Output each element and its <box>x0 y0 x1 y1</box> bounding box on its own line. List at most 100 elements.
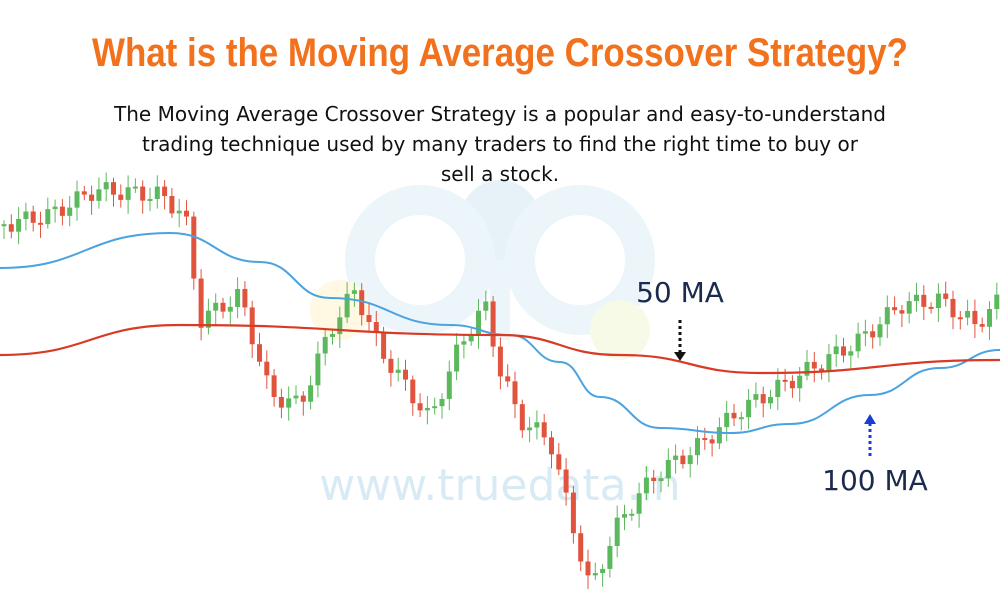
description-line: sell a stock. <box>441 162 559 186</box>
candle-body <box>403 369 408 380</box>
candle-body <box>622 514 627 518</box>
candle-body <box>965 310 971 318</box>
candle-body <box>81 191 87 195</box>
candle-body <box>23 211 29 219</box>
candle-body <box>877 324 883 338</box>
candle-body <box>768 397 773 404</box>
candle-body <box>600 568 606 574</box>
candle-body <box>957 317 963 320</box>
candle-body <box>30 211 36 223</box>
candle-body <box>176 210 182 214</box>
candle-body <box>45 209 51 225</box>
candle-body <box>556 454 562 470</box>
candle-body <box>775 379 781 398</box>
candle-body <box>497 346 503 377</box>
ma50-label: 50 MA <box>636 276 724 309</box>
candle-body <box>432 406 438 409</box>
candle-body <box>366 315 372 323</box>
candle-body <box>38 222 43 225</box>
candle-body <box>468 335 474 342</box>
candle-body <box>330 334 335 337</box>
candle-body <box>205 310 211 328</box>
candle-body <box>811 361 817 369</box>
candle-body <box>308 385 314 402</box>
candle-body <box>1 224 7 227</box>
candle-body <box>760 394 766 404</box>
candle-body <box>987 309 992 327</box>
candle-body <box>300 395 306 402</box>
candle-body <box>534 422 540 428</box>
candle-body <box>476 310 481 336</box>
candle-body <box>592 573 598 576</box>
candle-body <box>162 186 168 197</box>
candle-body <box>373 322 379 333</box>
candle-body <box>702 438 708 441</box>
candle-body <box>322 336 328 354</box>
candle-body <box>943 293 949 299</box>
candle-body <box>264 361 270 376</box>
candle-body <box>906 301 912 314</box>
candle-body <box>417 403 423 411</box>
candle-body <box>789 380 795 389</box>
candle-body <box>490 301 496 347</box>
candle-body <box>103 182 109 190</box>
candle-body <box>804 361 810 376</box>
candle-body <box>454 344 460 372</box>
candle-body <box>111 182 116 195</box>
candle-body <box>293 395 299 399</box>
candle-body <box>826 354 832 371</box>
candle-body <box>746 399 752 418</box>
candle-body <box>147 198 153 201</box>
candle-body <box>257 344 262 362</box>
candle-body <box>665 459 671 479</box>
candle-body <box>629 513 635 516</box>
ma100-label: 100 MA <box>822 464 928 497</box>
candle-body <box>833 346 839 355</box>
candle-body <box>680 455 686 465</box>
candle-body <box>724 412 730 428</box>
candle-body <box>695 438 700 456</box>
candle-body <box>541 422 547 438</box>
candle-body <box>351 290 357 294</box>
candle-body <box>797 375 803 389</box>
candle-body <box>446 371 452 399</box>
title: What is the Moving Average Crossover Str… <box>92 31 908 75</box>
candle-body <box>59 206 65 216</box>
candle-body <box>96 189 102 201</box>
candle-body <box>819 368 825 371</box>
candle-body <box>753 394 759 400</box>
candle-body <box>337 317 343 335</box>
candle-body <box>439 398 445 407</box>
candle-body <box>184 210 189 217</box>
candle-body <box>848 351 854 356</box>
candle-body <box>89 194 95 201</box>
candle-body <box>8 224 14 232</box>
candle-body <box>395 369 401 373</box>
candle-body <box>519 404 525 431</box>
description-line: trading technique used by many traders t… <box>142 132 859 156</box>
candle-body <box>118 194 124 200</box>
candle-body <box>673 455 679 460</box>
candle-body <box>483 301 489 311</box>
candle-body <box>505 376 511 382</box>
arrow-head <box>674 352 686 361</box>
candle-body <box>607 545 613 569</box>
candle-body <box>709 439 715 444</box>
candle-body <box>512 381 518 405</box>
candle-body <box>381 332 387 359</box>
candle-body <box>235 288 241 307</box>
candle-body <box>899 310 905 314</box>
candle-body <box>687 455 693 465</box>
candle-body <box>388 358 394 373</box>
candle-body <box>855 333 861 352</box>
candle-body <box>315 353 321 386</box>
candle-body <box>549 437 554 455</box>
candles <box>1 172 1000 589</box>
candle-body <box>67 207 73 216</box>
candle-body <box>271 375 277 397</box>
candle-body <box>914 294 919 302</box>
candle-body <box>227 306 233 312</box>
candle-body <box>461 341 467 345</box>
candle-body <box>132 186 138 189</box>
description-line: The Moving Average Crossover Strategy is… <box>113 102 886 126</box>
